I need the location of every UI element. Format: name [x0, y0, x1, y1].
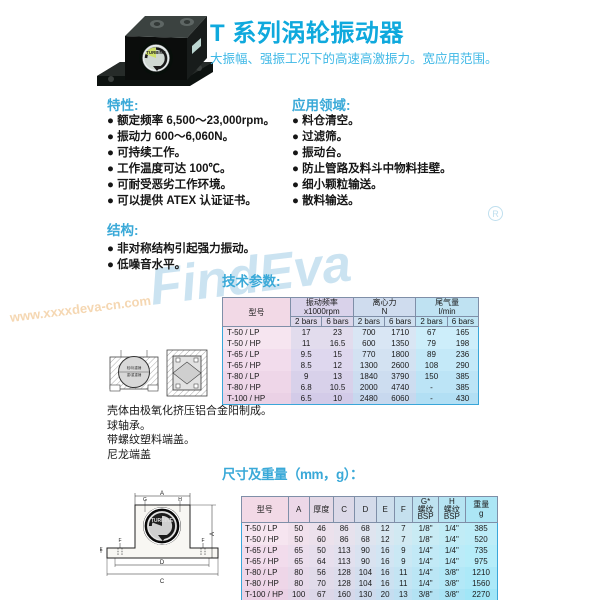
svg-text:TURBINE: TURBINE — [146, 50, 166, 55]
svg-text:E: E — [100, 547, 103, 553]
svg-text:D: D — [160, 560, 165, 566]
svg-text:H: H — [178, 497, 182, 503]
svg-text:G: G — [143, 497, 147, 503]
svg-text:A: A — [160, 491, 164, 497]
svg-text:A: A — [210, 532, 216, 536]
svg-text:F: F — [118, 538, 121, 544]
svg-text:轻/标重锤: 轻/标重锤 — [127, 365, 142, 370]
svg-text:F: F — [201, 538, 204, 544]
svg-text:C: C — [160, 579, 165, 585]
svg-text:重/重重锤: 重/重重锤 — [127, 372, 142, 377]
svg-text:TURBINE: TURBINE — [151, 518, 174, 524]
